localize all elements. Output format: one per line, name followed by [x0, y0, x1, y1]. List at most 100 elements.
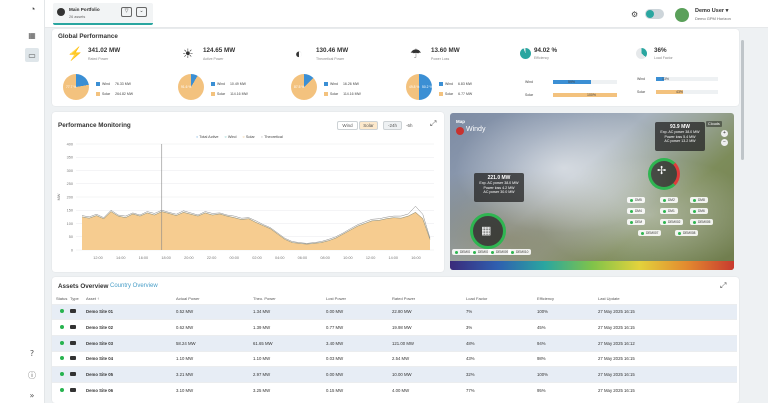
legend-solar[interactable]: ○ Solar: [242, 135, 255, 139]
dashboard-grid-icon[interactable]: ▦: [28, 30, 36, 40]
solar-filter-button[interactable]: Solar: [359, 121, 378, 130]
map-chip-dm8-2[interactable]: DM8: [690, 197, 708, 203]
status-dot: [60, 372, 64, 377]
loadfactor-label: Load Factor: [654, 56, 673, 60]
map-chip-dem-6[interactable]: DEM: [627, 219, 646, 225]
map-chip-label: DEM002: [668, 220, 681, 224]
value-cell: 27 May 2025 16:15: [598, 319, 737, 336]
sidebar-item-monitor[interactable]: [25, 48, 39, 62]
y-tick-label: 150: [67, 209, 73, 213]
map-chip-dem009[interactable]: DEM009: [488, 249, 512, 255]
table-row[interactable]: Demo Site 05 3.21 MW 2.97 MW 0.00 MW 10.00 M…: [52, 366, 737, 383]
fullscreen-icon[interactable]: ⤢: [430, 119, 437, 128]
assets-fullscreen-icon[interactable]: ⤢: [720, 281, 727, 290]
col-theo-power[interactable]: Theo. Power: [253, 295, 276, 301]
zoom-out-icon[interactable]: −: [721, 139, 728, 146]
y-tick-label: 50: [69, 235, 73, 239]
power-loss-pie-label-2: 50.2 %: [422, 85, 433, 89]
col-efficiency[interactable]: Efficiency: [537, 295, 555, 301]
y-tick-label: 250: [67, 182, 73, 186]
map-chip-label: DM1: [668, 209, 675, 213]
status-cell: [52, 319, 70, 336]
map-chip-dm6-5[interactable]: DM6: [690, 208, 708, 214]
map-badge-left[interactable]: 221.0 MW Exp. AC power 38.0 MW Power los…: [474, 173, 524, 202]
rated-power-value: 341.02 MW: [88, 47, 121, 54]
expand-sidebar-icon[interactable]: »: [29, 390, 35, 400]
map-chip-dem008-10[interactable]: DEM008: [675, 230, 699, 236]
solar-asset-icon: [70, 325, 76, 330]
legend-wind[interactable]: ○ Wind: [224, 135, 237, 139]
table-row[interactable]: Demo Site 04 1.10 MW 1.10 MW 0.03 MW 2.54 MW…: [52, 350, 737, 367]
legend-total-active[interactable]: ○ Total Active: [196, 135, 219, 139]
range-24h-button[interactable]: -24h: [383, 121, 402, 130]
col-actual-power[interactable]: Actual Power: [176, 295, 200, 301]
range-6h-button[interactable]: -6h: [406, 123, 413, 128]
col-load-factor[interactable]: Load Factor: [466, 295, 488, 301]
col-lost-power[interactable]: Lost Power: [326, 295, 347, 301]
value-cell: 121.00 MW: [392, 334, 466, 352]
active-power-wind-value: 10.49 MW: [229, 82, 246, 86]
map-chip-dm5-0[interactable]: DM5: [627, 197, 645, 203]
status-dot: [678, 231, 681, 235]
rated-power-solar-legend: Solar 264.82 MW: [96, 92, 133, 96]
map-chip-dem008[interactable]: DEM008: [470, 249, 494, 255]
solar-label: Solar: [102, 92, 111, 96]
loading-icon[interactable]: ◔: [30, 4, 36, 14]
theoretical-power-solar-legend: Solar 114.16 MW: [324, 92, 361, 96]
table-row[interactable]: Demo Site 03 58.24 MW 61.65 MW 3.40 MW 121.0…: [52, 334, 737, 352]
col-last-update[interactable]: Last Update: [598, 295, 620, 301]
map-chip-dem005-8[interactable]: DEM005: [690, 219, 714, 225]
info-icon[interactable]: ⓘ: [28, 370, 36, 380]
power-loss-pie-label: 49.8 %: [409, 85, 420, 89]
wind-site-marker[interactable]: [648, 158, 680, 190]
map-chip-dem010[interactable]: DEM010: [508, 249, 532, 255]
user-name[interactable]: Demo User ▾: [695, 8, 729, 14]
status-cell: [52, 303, 70, 320]
solar-swatch: [439, 92, 443, 96]
value-cell: 27 May 2025 16:12: [598, 334, 737, 352]
value-cell: 0.00 MW: [326, 303, 392, 320]
table-row[interactable]: Demo Site 02 0.62 MW 1.39 MW 0.77 MW 19.98 M…: [52, 319, 737, 336]
value-cell: 98%: [537, 350, 598, 367]
col-type[interactable]: Type: [70, 295, 79, 301]
zoom-in-icon[interactable]: +: [721, 130, 728, 137]
sort-up-icon[interactable]: ↑: [97, 295, 100, 301]
legend-theoretical[interactable]: ○ Theoretical: [260, 135, 283, 139]
efficiency-solar-value: 100%: [587, 93, 596, 97]
map-layer-label[interactable]: Clouds: [706, 121, 722, 127]
gear-icon[interactable]: ⚙: [631, 10, 639, 19]
status-cell: [52, 381, 70, 399]
active-power-wind-legend: Wind 10.49 MW: [211, 82, 246, 86]
loadfactor-solar-value: 43%: [676, 90, 684, 94]
map-badge-right[interactable]: 93.9 MW Exp. AC power 38.0 MW Power loss…: [655, 122, 705, 151]
col-asset[interactable]: Asset ↑: [86, 295, 100, 301]
filter-icon[interactable]: ▽: [121, 7, 132, 17]
value-cell: 45%: [537, 319, 598, 336]
chevron-down-icon[interactable]: ⌄: [136, 7, 147, 17]
map-chip-dm4-3[interactable]: DM4: [627, 208, 645, 214]
theme-toggle[interactable]: [645, 9, 664, 19]
help-icon[interactable]: ?: [29, 348, 35, 358]
assets-overview-title[interactable]: Assets Overview: [58, 283, 109, 290]
table-row[interactable]: Demo Site 01 0.52 MW 1.34 MW 0.00 MW 22.80 M…: [52, 303, 737, 320]
map-chip-dem007-9[interactable]: DEM007: [638, 230, 662, 236]
col-rated-power[interactable]: Rated Power: [392, 295, 416, 301]
value-cell: 2.97 MW: [253, 366, 326, 383]
power-loss-label: Power Loss: [431, 57, 450, 61]
map-chip-dem002-7[interactable]: DEM002: [660, 219, 684, 225]
map-chip-dm1-4[interactable]: DM1: [660, 208, 678, 214]
map-chip-dm2-1[interactable]: DM2: [660, 197, 678, 203]
country-overview-tab[interactable]: Country Overview: [110, 283, 158, 289]
monitor-icon[interactable]: ▭: [28, 50, 36, 60]
portfolio-selector[interactable]: Main Portfolio 26 assets ▽ ⌄: [53, 3, 153, 25]
page-scrollbar[interactable]: [741, 40, 744, 160]
asset-name-cell: Demo Site 03: [86, 334, 176, 352]
col-status[interactable]: Status: [56, 295, 68, 301]
performance-chart[interactable]: 0 50 100 150 200 250 300 350 400 MW 12:00 14:00 16:0…: [52, 138, 444, 268]
solar-site-marker[interactable]: [470, 213, 506, 249]
table-row[interactable]: Demo Site 06 3.10 MW 3.25 MW 0.15 MW 4.00 MW…: [52, 381, 737, 399]
total-active-line: [81, 211, 431, 245]
map-chip-dem001[interactable]: DEM001: [452, 249, 476, 255]
wind-filter-button[interactable]: Wind: [337, 121, 358, 130]
solar-swatch: [96, 92, 100, 96]
